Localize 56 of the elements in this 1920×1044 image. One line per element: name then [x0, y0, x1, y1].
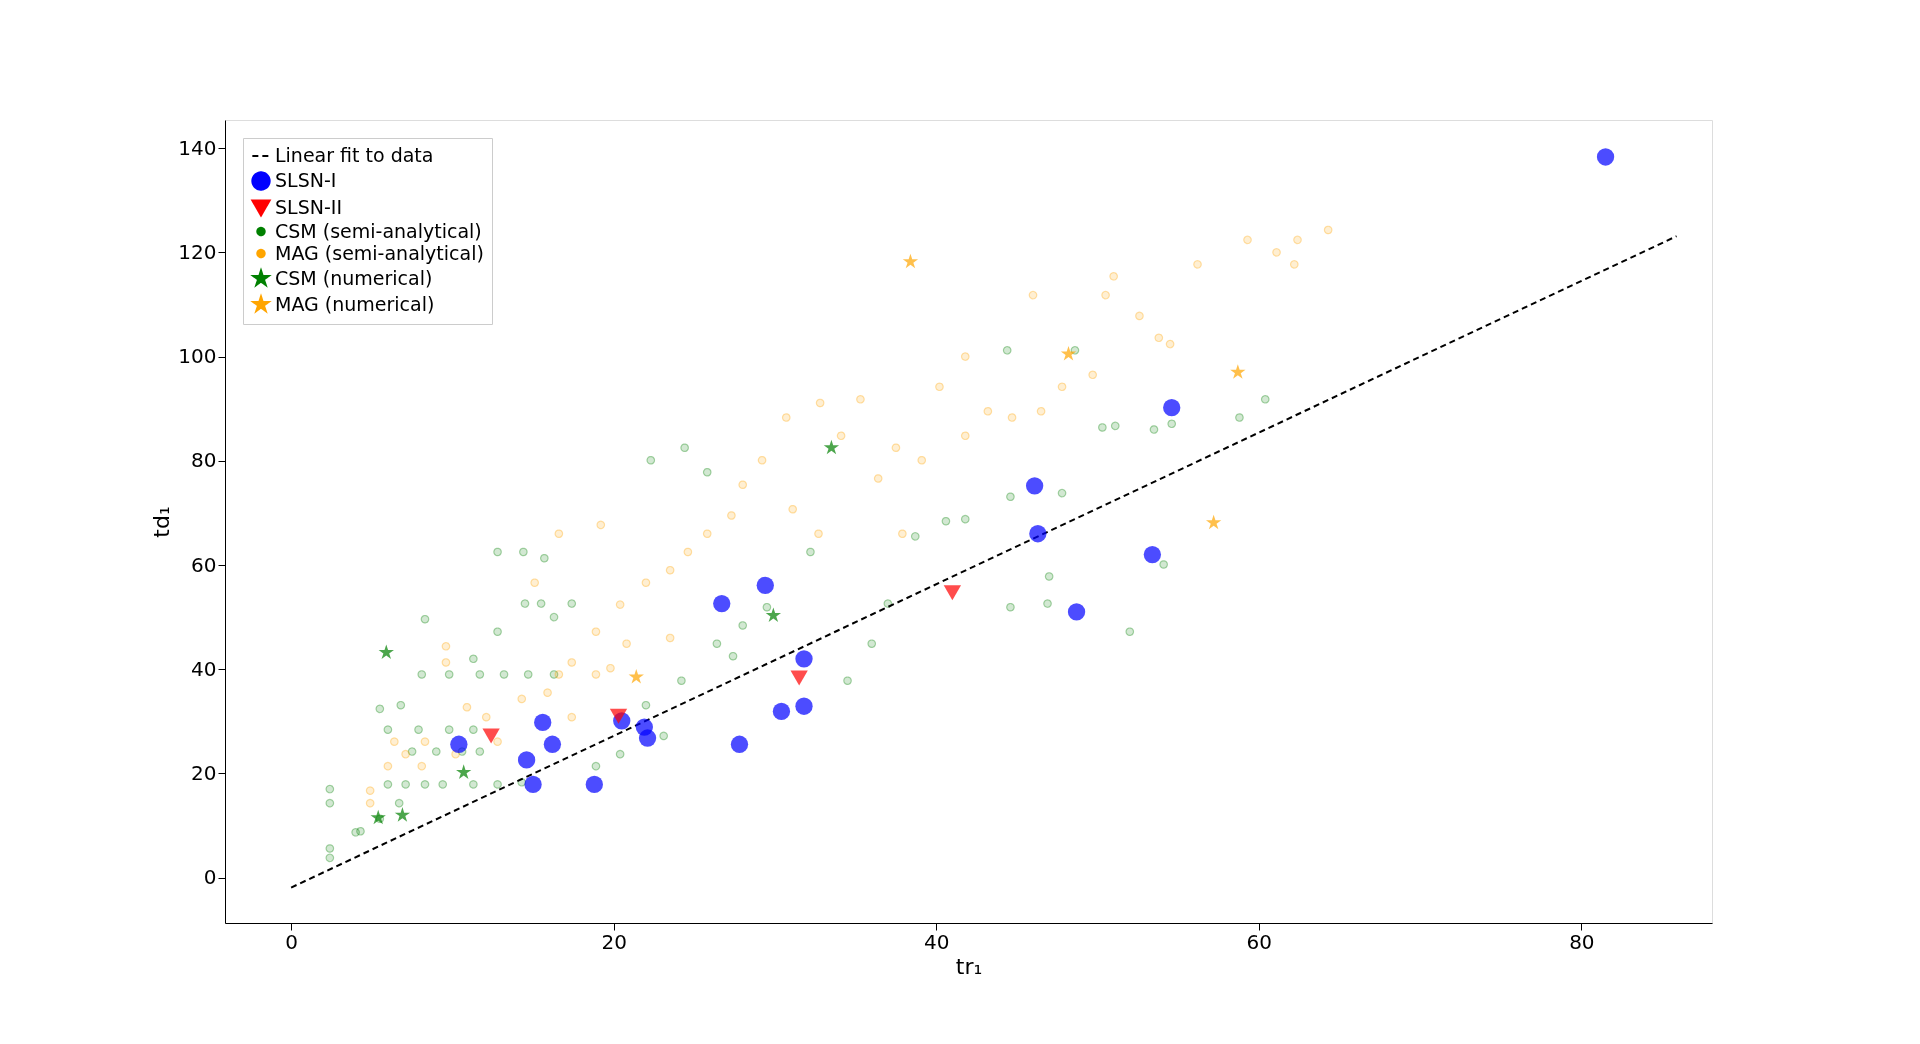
y-tick-label: 40: [191, 656, 217, 681]
x-axis-title: tr₁: [955, 953, 983, 979]
y-axis-title: td₁: [149, 506, 175, 538]
point: [1163, 399, 1181, 417]
y-tick-label: 120: [178, 239, 217, 264]
y-tick-label: 60: [191, 552, 217, 577]
y-tick-label: 100: [178, 344, 217, 369]
point: [795, 697, 813, 715]
point: [943, 585, 962, 601]
point: [628, 668, 644, 684]
point: [1025, 477, 1044, 495]
point: [450, 735, 468, 753]
point: [394, 807, 411, 822]
point: [482, 728, 500, 744]
point: [1029, 525, 1047, 543]
y-tick-label: 140: [178, 135, 217, 160]
y-tick-label: 0: [203, 865, 217, 890]
point: [795, 650, 813, 668]
point: [1230, 364, 1246, 379]
point: [1060, 345, 1077, 361]
legend-label: MAG (numerical): [275, 292, 435, 315]
x-tick-label: 60: [1246, 929, 1273, 954]
point: [534, 713, 552, 732]
point: [638, 729, 657, 747]
point: [790, 670, 808, 686]
y-tick-label: 80: [191, 448, 217, 473]
point: [524, 775, 542, 794]
point: [765, 607, 782, 623]
point: [756, 576, 774, 594]
legend-label: CSM (numerical): [275, 266, 433, 289]
point: [517, 751, 536, 769]
y-tick-label: 20: [191, 760, 217, 785]
point: [902, 253, 919, 269]
point: [772, 702, 791, 721]
x-tick-label: 40: [924, 929, 950, 954]
point: [609, 708, 628, 724]
legend-label: SLSN-I: [275, 169, 337, 191]
point: [823, 439, 840, 455]
point: [1205, 514, 1222, 530]
point: [1067, 603, 1086, 621]
legend-label: CSM (semi-analytical): [275, 219, 482, 242]
legend-label: MAG (semi-analytical): [275, 241, 484, 264]
point: [1143, 545, 1162, 564]
point: [370, 809, 386, 825]
point: [1596, 148, 1615, 166]
legend-label: Linear fit to data: [275, 144, 434, 166]
point: [456, 764, 472, 779]
point: [713, 594, 731, 613]
x-tick-label: 20: [601, 929, 627, 954]
point: [543, 735, 562, 753]
point: [585, 775, 603, 794]
point: [730, 735, 749, 753]
point: [378, 644, 394, 660]
legend-label: SLSN-II: [275, 196, 342, 218]
x-tick-label: 0: [285, 929, 298, 954]
x-tick-label: 80: [1569, 929, 1595, 954]
